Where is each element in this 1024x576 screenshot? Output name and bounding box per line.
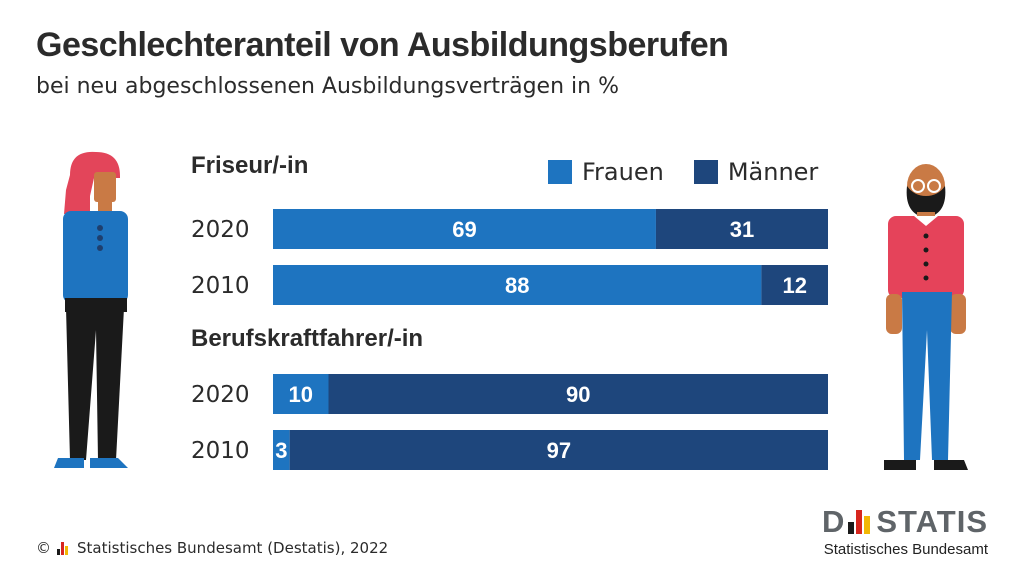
data-label-frauen: 69 bbox=[452, 217, 476, 242]
legend: Frauen Männer bbox=[548, 158, 818, 186]
woman-figure-icon bbox=[54, 151, 128, 468]
copyright-symbol: © bbox=[36, 539, 51, 557]
data-label-maenner: 12 bbox=[782, 273, 806, 298]
data-label-maenner: 97 bbox=[547, 438, 571, 463]
legend-item-frauen: Frauen bbox=[548, 158, 664, 186]
legend-label-maenner: Männer bbox=[727, 158, 819, 186]
bar-frauen bbox=[273, 209, 656, 249]
row-year-label: 2010 bbox=[191, 438, 250, 464]
logo-flag-bars-icon bbox=[848, 510, 872, 534]
data-label-frauen: 10 bbox=[289, 382, 313, 407]
legend-swatch-frauen bbox=[548, 160, 572, 184]
man-figure-icon bbox=[884, 164, 968, 470]
row-year-label: 2010 bbox=[191, 273, 250, 299]
row-year-label: 2020 bbox=[191, 217, 250, 243]
bar-frauen bbox=[273, 430, 290, 470]
bar-frauen bbox=[273, 265, 762, 305]
data-label-frauen: 3 bbox=[275, 438, 287, 463]
legend-swatch-maenner bbox=[693, 160, 718, 184]
legend-label-frauen: Frauen bbox=[582, 158, 664, 186]
legend-item-maenner: Männer bbox=[693, 158, 819, 186]
chart-subtitle: bei neu abgeschlossenen Ausbildungsvertr… bbox=[36, 74, 619, 99]
bar-frauen bbox=[273, 374, 329, 414]
bar-maenner bbox=[289, 430, 828, 470]
chart-title: Geschlechteranteil von Ausbildungsberufe… bbox=[36, 26, 729, 64]
bar-maenner bbox=[655, 209, 828, 249]
destatis-mini-logo-icon bbox=[57, 541, 69, 555]
bar-maenner bbox=[761, 265, 828, 305]
row-year-label: 2020 bbox=[191, 382, 250, 408]
data-label-maenner: 90 bbox=[566, 382, 590, 407]
bar-maenner bbox=[328, 374, 828, 414]
logo-letters-statis: STATIS bbox=[876, 504, 988, 539]
group-label: Berufskraftfahrer/-in bbox=[191, 325, 423, 352]
logo-letter-d: D bbox=[821, 504, 846, 539]
logo-subtitle: Statistisches Bundesamt bbox=[823, 541, 988, 558]
data-label-maenner: 31 bbox=[730, 217, 754, 242]
footer-source-text: Statistisches Bundesamt (Destatis), 2022 bbox=[77, 539, 389, 557]
data-label-frauen: 88 bbox=[505, 273, 529, 298]
footer-source: © Statistisches Bundesamt (Destatis), 20… bbox=[36, 539, 388, 557]
destatis-logo: D STATIS Statistisches Bundesamt bbox=[821, 504, 988, 558]
group-label: Friseur/-in bbox=[191, 152, 308, 179]
